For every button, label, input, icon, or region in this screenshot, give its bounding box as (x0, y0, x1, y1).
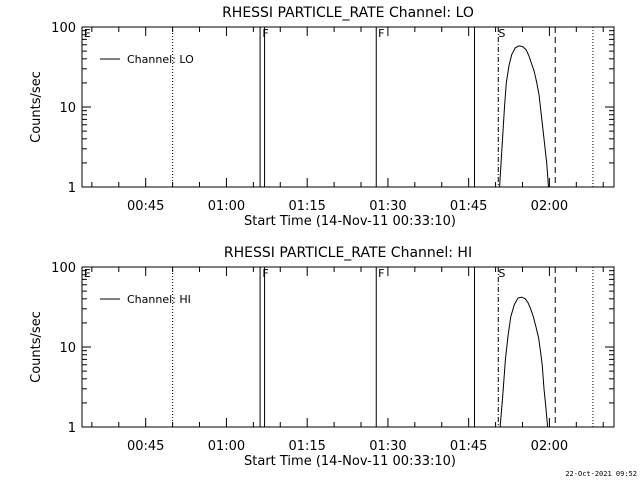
y-tick-label: 10 (59, 101, 76, 116)
x-tick-label: 01:30 (369, 439, 406, 454)
plot-timestamp: 22-Oct-2021 09:52 (565, 470, 637, 478)
series-line (499, 296, 549, 428)
x-tick-label: 01:30 (369, 199, 406, 214)
y-axis-label: Counts/sec (29, 71, 44, 143)
chart-title: RHESSI PARTICLE_RATE Channel: LO (222, 5, 474, 21)
y-tick-label: 1 (68, 181, 76, 196)
flag-label: F (378, 267, 384, 280)
flag-label: E (84, 267, 91, 280)
x-tick-label: 01:45 (450, 439, 487, 454)
plot-frame (81, 266, 615, 428)
y-tick-label: 100 (51, 261, 76, 276)
x-axis-label: Start Time (14-Nov-11 00:33:10) (244, 214, 456, 229)
flag-label: F (262, 27, 268, 40)
flag-label: F (378, 27, 384, 40)
series-line (499, 45, 549, 188)
x-tick-label: 01:45 (450, 199, 487, 214)
flag-label: E (84, 27, 91, 40)
chart-panel-1: RHESSI PARTICLE_RATE Channel: LO 1 10 100 Co… (29, 5, 615, 229)
chart-panel-2: RHESSI PARTICLE_RATE Channel: HI 1 10 100 Co… (29, 245, 615, 469)
x-tick-label: 02:00 (531, 439, 568, 454)
x-tick-label: 01:15 (288, 199, 325, 214)
x-tick-label: 01:15 (288, 439, 325, 454)
y-tick-label: 100 (51, 21, 76, 36)
x-tick-label: 01:00 (208, 439, 245, 454)
flag-label: S (498, 27, 505, 40)
flag-label: F (262, 267, 268, 280)
flag-label: S (498, 267, 505, 280)
x-axis-label: Start Time (14-Nov-11 00:33:10) (244, 454, 456, 469)
chart-title: RHESSI PARTICLE_RATE Channel: HI (224, 245, 472, 261)
x-tick-label: 01:00 (208, 199, 245, 214)
plot-frame (81, 26, 615, 188)
legend-label: Channel: LO (127, 53, 194, 66)
x-tick-label: 02:00 (531, 199, 568, 214)
y-tick-label: 10 (59, 341, 76, 356)
x-tick-label: 00:45 (127, 199, 164, 214)
y-axis-label: Counts/sec (29, 311, 44, 383)
x-tick-label: 00:45 (127, 439, 164, 454)
legend-label: Channel: HI (127, 293, 191, 306)
y-tick-label: 1 (68, 421, 76, 436)
